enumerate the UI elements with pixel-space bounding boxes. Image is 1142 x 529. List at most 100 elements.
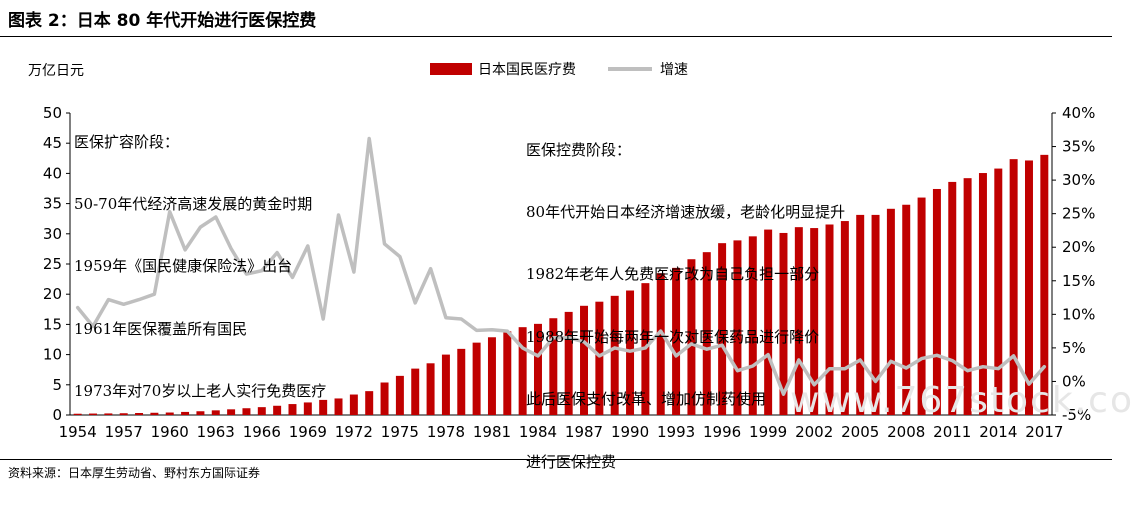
right-axis-tick-label: 20% bbox=[1062, 238, 1095, 256]
bar-medical-cost bbox=[303, 402, 312, 415]
bar-medical-cost bbox=[395, 375, 404, 415]
right-axis-tick-label: 5% bbox=[1062, 339, 1086, 357]
left-axis-tick-label: 45 bbox=[43, 134, 62, 152]
annotation-line: 1961年医保覆盖所有国民 bbox=[74, 319, 248, 338]
bar-medical-cost bbox=[73, 413, 82, 415]
x-axis-tick-label: 1969 bbox=[289, 423, 327, 441]
left-axis-tick-label: 0 bbox=[52, 406, 62, 424]
bar-medical-cost bbox=[595, 301, 604, 415]
left-axis-tick-label: 20 bbox=[43, 285, 62, 303]
bar-medical-cost bbox=[518, 327, 527, 415]
x-axis-tick-label: 2008 bbox=[887, 423, 925, 441]
annotation-line: 1959年《国民健康保险法》出台 bbox=[74, 257, 293, 276]
bar-medical-cost bbox=[257, 407, 266, 415]
right-axis-tick-label: 0% bbox=[1062, 372, 1086, 390]
bar-medical-cost bbox=[441, 354, 450, 415]
right-axis-tick-label: 35% bbox=[1062, 138, 1095, 156]
left-axis-tick-label: 5 bbox=[52, 376, 62, 394]
x-axis-tick-label: 1966 bbox=[243, 423, 281, 441]
bar-medical-cost bbox=[503, 331, 512, 415]
left-axis-tick-label: 30 bbox=[43, 225, 62, 243]
x-axis-tick-label: 1993 bbox=[657, 423, 695, 441]
annotation-cost-control: 医保控费阶段： 80年代开始日本经济增速放缓，老龄化明显提升 1982年老年人免… bbox=[526, 98, 845, 493]
bar-medical-cost bbox=[288, 404, 297, 415]
annotation-expansion: 医保扩容阶段： 50-70年代经济高速发展的黄金时期 1959年《国民健康保险法… bbox=[74, 90, 326, 423]
bar-medical-cost bbox=[764, 229, 773, 415]
x-axis-tick-label: 2011 bbox=[933, 423, 971, 441]
x-axis-tick-label: 1963 bbox=[197, 423, 235, 441]
bar-medical-cost bbox=[242, 408, 251, 415]
bar-medical-cost bbox=[779, 232, 788, 415]
x-axis-tick-label: 1987 bbox=[565, 423, 603, 441]
bar-medical-cost bbox=[196, 411, 205, 415]
bar-medical-cost bbox=[748, 236, 757, 415]
bar-medical-cost bbox=[963, 178, 972, 415]
bar-medical-cost bbox=[165, 412, 174, 415]
right-axis-tick-label: 25% bbox=[1062, 205, 1095, 223]
bar-medical-cost bbox=[994, 168, 1003, 415]
legend-item-line: 增速 bbox=[608, 59, 688, 79]
source-note: 资料来源：日本厚生劳动省、野村东方国际证券 bbox=[8, 466, 261, 480]
bar-medical-cost bbox=[150, 412, 159, 415]
bar-medical-cost bbox=[426, 363, 435, 415]
left-axis-tick-label: 25 bbox=[43, 255, 62, 273]
line-growth-rate bbox=[75, 136, 1047, 396]
x-axis-tick-label: 2002 bbox=[795, 423, 833, 441]
bar-medical-cost bbox=[825, 224, 834, 415]
annotation-line: 50-70年代经济高速发展的黄金时期 bbox=[74, 194, 313, 213]
right-axis-tick-label: 40% bbox=[1062, 104, 1095, 122]
bar-medical-cost bbox=[119, 413, 128, 415]
bar-medical-cost bbox=[1009, 159, 1018, 415]
annotation-line: 此后医保支付改革、增加仿制药使用 bbox=[526, 390, 767, 409]
left-axis-unit: 万亿日元 bbox=[28, 63, 84, 79]
bar-medical-cost bbox=[580, 305, 589, 415]
left-axis-tick-label: 10 bbox=[43, 346, 62, 364]
bar-medical-cost bbox=[365, 391, 374, 415]
top-rule bbox=[0, 36, 1112, 37]
bar-medical-cost bbox=[856, 214, 865, 415]
bar-medical-cost bbox=[89, 413, 98, 415]
left-axis-tick-label: 40 bbox=[43, 164, 62, 182]
x-axis-tick-label: 2005 bbox=[841, 423, 879, 441]
chart-legend: 日本国民医疗费 增速 bbox=[430, 59, 720, 79]
bar-medical-cost bbox=[948, 181, 957, 415]
x-axis-tick-label: 1996 bbox=[703, 423, 741, 441]
bar-medical-cost bbox=[687, 259, 696, 415]
x-axis-tick-label: 1978 bbox=[427, 423, 465, 441]
left-axis-tick-label: 35 bbox=[43, 195, 62, 213]
bar-medical-cost bbox=[273, 405, 282, 415]
x-axis-tick-label: 1960 bbox=[151, 423, 189, 441]
bar-medical-cost bbox=[672, 267, 681, 415]
bar-medical-cost bbox=[549, 318, 558, 415]
bar-medical-cost bbox=[104, 413, 113, 415]
bar-medical-cost bbox=[718, 243, 727, 415]
legend-line-swatch bbox=[608, 67, 652, 71]
bar-medical-cost bbox=[487, 337, 496, 415]
watermark: www.767stock.co bbox=[790, 380, 1134, 421]
legend-bar-swatch bbox=[430, 63, 472, 75]
bar-medical-cost bbox=[978, 173, 987, 415]
bar-medical-cost bbox=[610, 295, 619, 415]
bar-medical-cost bbox=[227, 409, 236, 415]
x-axis-tick-label: 1972 bbox=[335, 423, 373, 441]
x-axis-tick-label: 1999 bbox=[749, 423, 787, 441]
bar-medical-cost bbox=[334, 398, 343, 415]
x-axis-tick-label: 2017 bbox=[1025, 423, 1063, 441]
right-axis-tick-label: 15% bbox=[1062, 272, 1095, 290]
bar-medical-cost bbox=[1040, 154, 1049, 416]
bar-medical-cost bbox=[457, 348, 466, 415]
bar-medical-cost bbox=[702, 252, 711, 415]
bar-medical-cost bbox=[181, 411, 190, 415]
x-axis-tick-label: 1990 bbox=[611, 423, 649, 441]
bar-medical-cost bbox=[886, 208, 895, 415]
bar-medical-cost bbox=[349, 394, 358, 415]
bar-medical-cost bbox=[533, 323, 542, 415]
left-axis-tick-label: 50 bbox=[43, 104, 62, 122]
bar-medical-cost bbox=[380, 382, 389, 415]
bar-medical-cost bbox=[319, 399, 328, 415]
bar-medical-cost bbox=[810, 228, 819, 415]
bar-medical-cost bbox=[840, 221, 849, 415]
bar-medical-cost bbox=[902, 204, 911, 415]
bar-medical-cost bbox=[135, 413, 144, 415]
